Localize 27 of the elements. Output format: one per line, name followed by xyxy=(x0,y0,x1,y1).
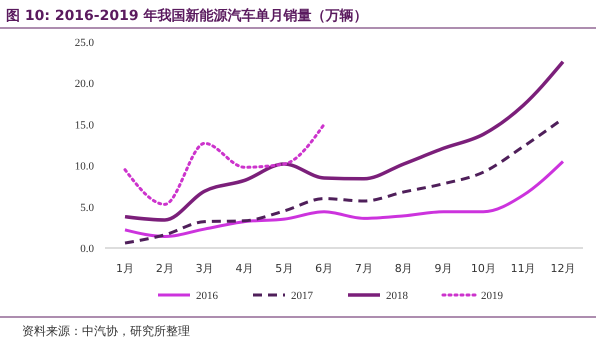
x-tick-label: 5月 xyxy=(275,262,294,275)
legend-label: 2016 xyxy=(196,290,218,302)
line-series xyxy=(124,160,564,238)
y-tick-label: 15.0 xyxy=(74,119,94,132)
x-tick-label: 11月 xyxy=(510,262,536,275)
x-tick-label: 2月 xyxy=(156,262,174,275)
y-tick-label: 10.0 xyxy=(74,160,94,173)
y-tick-label: 20.0 xyxy=(74,78,94,90)
y-tick-label: 5.0 xyxy=(80,202,94,214)
x-tick-label: 1月 xyxy=(116,262,134,275)
x-tick-label: 7月 xyxy=(354,262,373,275)
chart-title: 图 10: 2016-2019 年我国新能源汽车单月销量（万辆） xyxy=(6,7,368,24)
x-tick-label: 10月 xyxy=(470,262,496,275)
y-tick-label: 0.0 xyxy=(80,243,94,255)
x-tick-label: 9月 xyxy=(434,262,453,275)
line-series xyxy=(123,60,565,222)
x-tick-label: 3月 xyxy=(196,262,214,275)
x-tick-label: 8月 xyxy=(394,262,413,275)
x-tick-label: 6月 xyxy=(315,262,334,275)
line-series xyxy=(124,122,326,206)
text: 资料来源：中汽协，研究所整理 xyxy=(22,324,190,338)
x-tick-label: 12月 xyxy=(550,262,576,275)
y-tick-label: 25.0 xyxy=(74,37,94,49)
x-tick-label: 4月 xyxy=(235,262,254,275)
legend-label: 2019 xyxy=(481,290,504,302)
legend-label: 2018 xyxy=(386,290,408,302)
legend-label: 2017 xyxy=(291,290,314,302)
